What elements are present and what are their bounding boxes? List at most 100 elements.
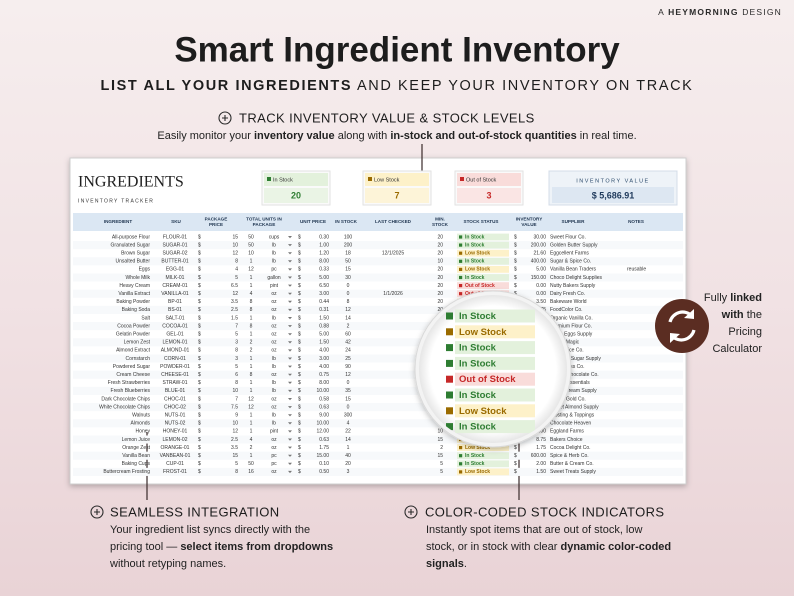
row-stripe	[73, 273, 683, 282]
table-cell: oz	[271, 299, 277, 305]
table-cell: Baking Soda	[122, 307, 151, 313]
status-badge	[455, 404, 535, 418]
status-icon	[459, 267, 463, 271]
table-cell: 1.20	[319, 251, 329, 257]
table-cell: 2.5	[231, 307, 238, 313]
status-text: Low Stock	[465, 445, 490, 451]
table-cell: Nutty Bakers Supply	[550, 283, 596, 289]
side-note: Fully linked	[704, 292, 762, 304]
status-text: In Stock	[465, 242, 485, 248]
table-cell: Brown Sugar	[121, 251, 150, 257]
text-segment: AND KEEP YOUR INVENTORY ON TRACK	[352, 78, 693, 94]
table-cell: lb	[272, 413, 276, 419]
table-cell: 10	[437, 429, 443, 435]
table-cell: 12	[232, 251, 238, 257]
text-segment: signals	[426, 558, 464, 570]
table-cell: 1.00	[319, 242, 329, 248]
currency-symbol: $	[298, 388, 301, 394]
table-cell: 22	[345, 429, 351, 435]
table-cell: 0.58	[319, 396, 329, 402]
stat-card-value-bg	[365, 188, 429, 203]
table-cell: 0.63	[319, 404, 329, 410]
column-header: PRICE	[209, 222, 223, 227]
table-cell: 12	[232, 429, 238, 435]
currency-symbol: $	[298, 332, 301, 338]
table-cell: oz	[271, 437, 277, 443]
table-cell: 1	[347, 445, 350, 451]
currency-symbol: $	[298, 445, 301, 451]
table-cell: 20	[437, 291, 443, 297]
feature-title: SEAMLESS INTEGRATION	[110, 504, 280, 519]
table-cell: 5	[235, 332, 238, 338]
feature-description: without retyping names.	[109, 558, 226, 570]
table-cell: 2	[250, 348, 253, 354]
dropdown-arrow	[288, 292, 292, 295]
table-cell: BLUE-01	[165, 388, 186, 394]
table-cell: Sweet Treats Supply	[550, 469, 596, 475]
table-cell: 20	[437, 299, 443, 305]
dropdown-arrow	[288, 373, 292, 376]
table-cell: lb	[272, 242, 276, 248]
currency-symbol: $	[298, 307, 301, 313]
column-header: INGREDIENT	[104, 219, 133, 224]
table-cell: 6.5	[231, 283, 238, 289]
table-cell: oz	[271, 291, 277, 297]
status-text: In Stock	[459, 343, 497, 354]
table-cell: 8	[250, 307, 253, 313]
table-cell: 10	[232, 388, 238, 394]
table-cell: 1	[250, 388, 253, 394]
table-cell: BP-01	[168, 299, 182, 305]
status-icon	[267, 177, 271, 181]
column-header: NOTES	[628, 219, 644, 224]
side-note: with the	[721, 309, 762, 321]
dropdown-arrow	[288, 454, 292, 457]
table-cell: 150.00	[531, 275, 547, 281]
status-icon	[459, 446, 463, 450]
table-cell: Fresh Blueberries	[111, 388, 151, 394]
table-cell: Cocoa Powder	[117, 323, 150, 329]
status-badge	[455, 372, 535, 386]
table-cell: CUP-01	[166, 461, 184, 467]
currency-symbol: $	[298, 340, 301, 346]
table-cell: Choco Delight Supplies	[550, 275, 602, 281]
table-cell: Artisan Chocolate Co.	[550, 372, 599, 378]
currency-symbol: $	[298, 404, 301, 410]
currency-symbol: $	[198, 332, 201, 338]
table-cell: 0.50	[319, 469, 329, 475]
dropdown-arrow	[288, 244, 292, 247]
table-cell: 15	[345, 267, 351, 273]
table-cell: 8	[250, 372, 253, 378]
table-cell: 4.00	[319, 348, 329, 354]
table-cell: 15	[437, 437, 443, 443]
table-cell: 3.50	[536, 299, 546, 305]
brand: A HEYMORNING DESIGN	[658, 7, 782, 17]
table-cell: HONEY-01	[163, 429, 188, 435]
table-cell: 4.00	[319, 364, 329, 370]
status-icon	[459, 235, 463, 239]
feature-description: pricing tool — select items from dropdow…	[110, 541, 333, 553]
table-cell: oz	[271, 372, 277, 378]
currency-symbol: $	[298, 380, 301, 386]
table-cell: 2	[347, 323, 350, 329]
dropdown-arrow	[288, 349, 292, 352]
currency-symbol: $	[198, 380, 201, 386]
currency-symbol: $	[198, 364, 201, 370]
text-segment: Pricing	[728, 326, 762, 338]
status-badge	[457, 266, 509, 273]
table-cell: Baking Powder	[116, 299, 150, 305]
table-cell: Buttercream Frosting	[103, 469, 150, 475]
currency-symbol: $	[198, 413, 201, 419]
table-cell: 3.5	[231, 445, 238, 451]
table-cell: 90	[345, 364, 351, 370]
row-stripe	[73, 257, 683, 266]
status-badge	[455, 309, 535, 323]
currency-symbol: $	[198, 356, 201, 362]
subtitle: LIST ALL YOUR INGREDIENTS AND KEEP YOUR …	[101, 78, 694, 94]
table-cell: NUTS-02	[165, 421, 186, 427]
currency-symbol: $	[298, 251, 301, 257]
currency-symbol: $	[198, 372, 201, 378]
table-cell: 2.00	[536, 461, 546, 467]
table-cell: FLOUR-01	[163, 234, 187, 240]
table-cell: 0.44	[319, 299, 329, 305]
stat-card-value-bg	[457, 188, 521, 203]
